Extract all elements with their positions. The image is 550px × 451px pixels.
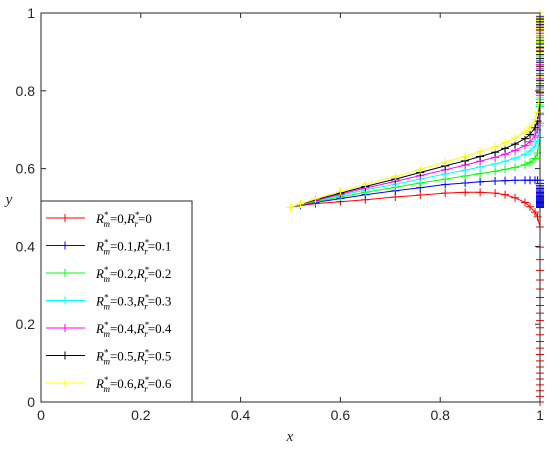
data-point — [526, 122, 535, 131]
data-point — [526, 130, 535, 139]
data-point — [311, 194, 320, 203]
data-point — [476, 177, 485, 186]
legend-entry: R* m=0,R* r=0 — [46, 210, 152, 229]
legend-label: R* m=0.2,R* r=0.2 — [95, 265, 171, 284]
data-point — [461, 152, 470, 161]
data-point — [501, 157, 510, 166]
legend-entry: R* m=0.5,R* r=0.5 — [46, 348, 171, 367]
data-point — [526, 158, 535, 167]
data-point — [491, 189, 500, 198]
data-point — [521, 141, 530, 150]
y-tick-label: 0.2 — [16, 316, 36, 332]
data-point — [296, 199, 305, 208]
y-axis-label: y — [4, 192, 13, 208]
legend-entry: R* m=0.3,R* r=0.3 — [46, 293, 171, 312]
data-point — [476, 188, 485, 197]
data-point — [511, 163, 520, 172]
data-point — [501, 165, 510, 174]
data-point — [416, 165, 425, 174]
data-point — [521, 160, 530, 169]
data-point — [531, 123, 540, 132]
data-point — [521, 150, 530, 159]
data-point — [61, 379, 69, 387]
data-point — [501, 138, 510, 147]
legend-entry: R* m=0.4,R* r=0.4 — [46, 320, 172, 339]
x-tick-label: 0.2 — [131, 407, 151, 423]
y-tick-label: 0.4 — [16, 238, 36, 254]
series-line — [290, 13, 541, 208]
data-point — [491, 167, 500, 176]
series-0 — [286, 188, 544, 406]
data-point — [461, 178, 470, 187]
data-point — [476, 147, 485, 156]
data-point — [526, 147, 535, 156]
legend-label: R* m=0.1,R* r=0.1 — [95, 238, 171, 257]
plot-marks — [286, 9, 544, 406]
axis-ticks: 0 0.2 0.4 0.6 0.8 1 0 0.2 0.4 0.6 0.8 1 — [16, 5, 545, 423]
data-point — [531, 115, 540, 124]
data-point — [61, 351, 69, 360]
legend: R* m=0,R* r=0 R* m=0.1,R* r=0.1 R* m=0.2,R* r=0.… — [40, 200, 193, 403]
data-point — [286, 203, 295, 212]
x-tick-label: 1 — [536, 407, 544, 423]
legend-entry: R* m=0.1,R* r=0.1 — [46, 238, 171, 257]
data-point — [336, 187, 345, 196]
data-point — [61, 324, 69, 332]
y-tick-label: 0.8 — [16, 83, 36, 99]
data-point — [501, 190, 510, 199]
x-axis-label: x — [286, 429, 294, 445]
y-tick-label: 0 — [27, 394, 35, 410]
data-point — [441, 157, 450, 166]
data-point — [491, 142, 500, 151]
data-point — [511, 176, 520, 185]
series-line — [290, 13, 541, 208]
data-point — [511, 154, 520, 163]
series-line — [290, 191, 541, 402]
y-tick-label: 1 — [27, 5, 35, 21]
data-point — [511, 133, 520, 142]
data-point — [416, 191, 425, 200]
legend-label: R* m=0.3,R* r=0.3 — [95, 293, 171, 312]
data-point — [526, 202, 535, 211]
data-point — [61, 241, 69, 250]
x-tick-label: 0.8 — [430, 407, 450, 423]
data-point — [526, 137, 535, 146]
data-point — [361, 180, 370, 189]
legend-label: R* m=0.4,R* r=0.4 — [95, 320, 172, 339]
data-point — [391, 172, 400, 181]
y-tick-label: 0.6 — [16, 161, 36, 177]
data-point — [521, 198, 530, 207]
legend-label: R* m=0.6,R* r=0.6 — [95, 375, 172, 394]
data-point — [531, 154, 540, 163]
data-point — [491, 177, 500, 186]
data-point — [531, 131, 540, 140]
series-line — [290, 13, 541, 208]
data-point — [61, 269, 69, 277]
legend-entry: R* m=0.6,R* r=0.6 — [46, 375, 172, 394]
x-tick-label: 0.6 — [331, 407, 351, 423]
series-line — [290, 13, 541, 208]
data-point — [531, 142, 540, 151]
data-point — [531, 208, 540, 217]
data-point — [61, 296, 69, 305]
data-point — [441, 189, 450, 198]
data-point — [501, 176, 510, 185]
x-tick-label: 0 — [37, 407, 45, 423]
data-point — [521, 128, 530, 137]
legend-entry: R* m=0.2,R* r=0.2 — [46, 265, 171, 284]
data-point — [461, 188, 470, 197]
data-point — [61, 214, 69, 222]
legend-box — [40, 200, 193, 403]
series-line — [290, 13, 541, 208]
legend-label: R* m=0,R* r=0 — [95, 210, 152, 229]
data-point — [511, 193, 520, 202]
x-tick-label: 0.4 — [231, 407, 251, 423]
legend-label: R* m=0.5,R* r=0.5 — [95, 348, 171, 367]
